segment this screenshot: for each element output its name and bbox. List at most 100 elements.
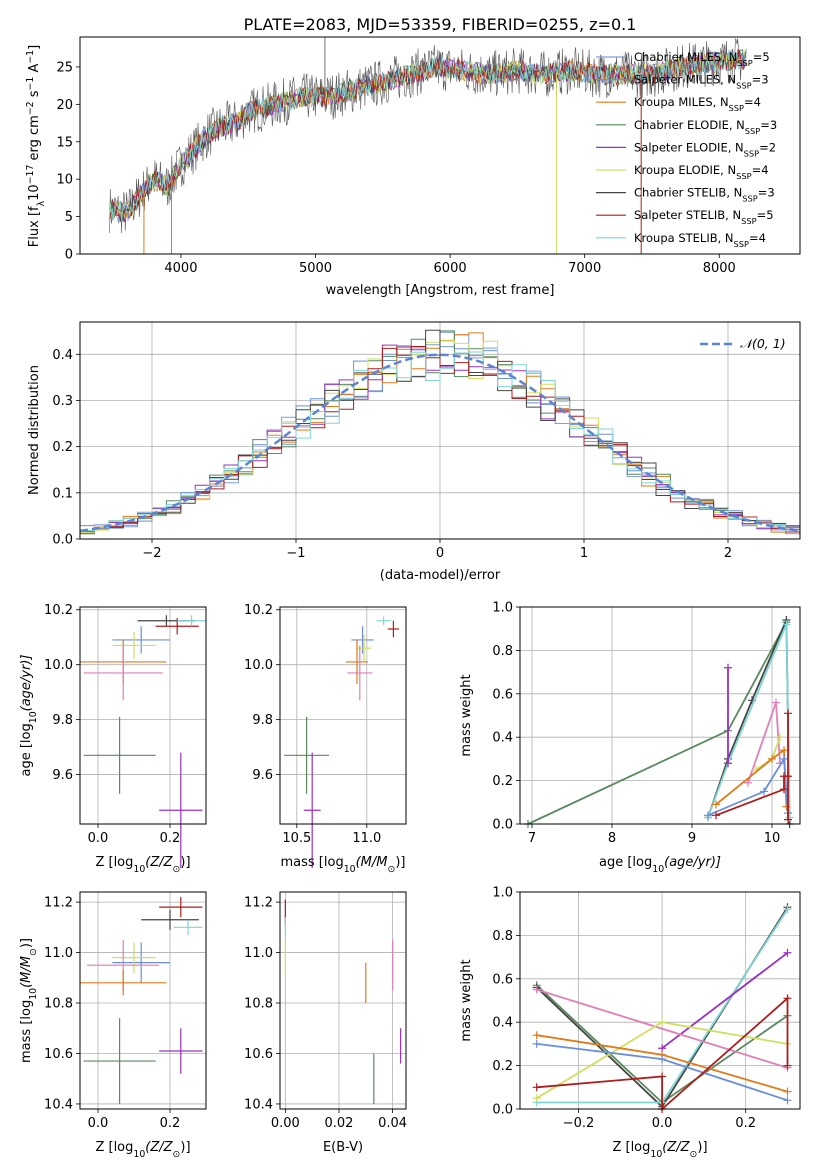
x-tick-label: 7 [528,831,536,846]
y-axis-label-part: s [27,90,42,101]
y-tick-label: 10.0 [244,658,273,673]
y-axis-label-part: mass [log [19,1000,34,1063]
y-tick-label: 0.4 [52,348,73,363]
x-tick-label: 8 [608,831,616,846]
y-tick-label: 0.6 [492,972,513,987]
weight-marker [776,733,784,742]
axes-frame [279,891,407,1110]
x-axis-label: age [log10(age/yr)] [599,855,721,875]
gaussian-curve [79,353,801,533]
x-tick-label: −2 [142,546,161,561]
x-axis-label-part: (age/yr)] [664,855,721,870]
weight-marker [783,1087,792,1096]
weight-marker [532,1094,541,1103]
legend-label-part: SSP [736,171,751,181]
weight-marker [760,787,768,796]
weight-marker [783,994,792,1003]
legend-label-part: SSP [737,58,752,68]
y-axis-label-part: Normed distribution [27,365,42,495]
x-axis-label-part: Z [log [95,855,133,870]
legend-label: Kroupa MILES, NSSP=4 [634,95,761,113]
legend-label-part: =3 [758,186,775,200]
x-axis-label-part: )] [180,1140,190,1155]
y-tick-label: 15 [56,135,73,150]
weight-marker [780,746,788,755]
x-axis-label-part: ⊙ [690,1149,698,1160]
legend-label-part: =4 [749,231,766,245]
y-tick-label: 1.0 [492,601,513,616]
weight-marker [782,802,791,811]
axes-frame [279,606,407,825]
y-axis-label: mass weight [459,959,474,1041]
x-axis-label-part: 10 [652,864,664,875]
x-axis-label-part: 10 [650,1149,662,1160]
x-axis-label-part: age [log [599,855,652,870]
y-tick-label: 0 [65,248,73,263]
x-tick-label: 6000 [434,261,467,276]
age-vs-mass-panel: 10.5 11.0 9.6 9.8 10.0 10.2 mass [log10(M/M⊙)] [244,603,407,875]
legend-label-part: =3 [752,73,769,87]
x-axis-label-part: (Z/Z [145,855,173,870]
x-tick-label: 1 [580,546,588,561]
x-tick-label: 0.0 [88,1116,109,1131]
figure-title: PLATE=2083, MJD=53359, FIBERID=0255, z=0… [244,15,637,34]
y-axis-label-part: 10 [28,988,39,1000]
legend-label-part: SSP [734,239,749,249]
legend-label: Chabrier STELIB, NSSP=3 [634,186,775,204]
x-tick-label: 4000 [164,261,197,276]
x-axis-label-part: ⊙ [173,864,181,875]
weight-marker [772,698,780,707]
legend-label-part: =5 [757,208,774,222]
axes-frame [79,606,207,825]
weight-marker [532,1039,541,1048]
observed-spectrum [109,38,747,234]
weight-marker [744,778,752,787]
legend-label: Salpeter STELIB, NSSP=5 [634,208,774,226]
legend-label-part: SSP [729,103,744,113]
x-axis-label-part: wavelength [Angstrom, rest frame] [326,283,555,298]
weight-marker [658,1055,667,1064]
y-tick-label: 9.6 [252,768,273,783]
y-axis-label-part: −1 [25,50,36,64]
weight-marker [532,1083,541,1092]
weight-series-4 [747,702,781,784]
x-tick-label: 10 [764,831,781,846]
y-tick-label: 25 [56,60,73,75]
x-tick-label: 10.5 [282,831,311,846]
y-tick-label: 0.4 [492,731,513,746]
x-axis-label-part: 10 [133,1149,145,1160]
y-axis-label-part: age [log [19,723,34,776]
y-tick-label: 0.0 [492,818,513,833]
y-axis-label-part: 10 [28,711,39,723]
age-vs-metallicity-panel: 0.0 0.29.69.810.010.2Z [log10(Z/Z⊙)]age [… [19,603,207,875]
x-axis-label: Z [log10(Z/Z⊙)] [612,1140,707,1160]
x-axis-label-part: mass [log [281,855,344,870]
weight-marker [658,1072,667,1081]
mass-vs-metallicity-panel: 0.0 0.210.410.610.811.011.2Z [log10(Z/Z⊙)… [19,891,207,1160]
weight-marker [532,985,541,994]
y-axis-label: mass [log10(M/M⊙)] [19,938,39,1063]
y-axis-label: mass weight [459,674,474,756]
y-tick-label: 0.3 [52,394,73,409]
y-tick-label: 10.4 [44,1097,73,1112]
y-tick-label: 0.0 [52,533,73,548]
weight-marker [780,785,788,794]
y-axis-label-part: )] [19,938,34,948]
x-axis-label-part: (M/M [356,855,388,870]
y-axis-label-part: A [27,64,42,77]
x-axis-label-part: (Z/Z [662,1140,690,1155]
x-axis-label-part: 10 [133,864,145,875]
legend-label-part: Chabrier STELIB, N [634,186,742,200]
weight-marker [784,709,792,718]
x-axis-label: Z [log10(Z/Z⊙)] [95,855,190,875]
weight-marker [704,811,712,820]
legend-label-part: SSP [744,148,759,158]
weight-series-3 [661,952,789,1049]
y-tick-label: 11.0 [44,946,73,961]
y-axis-label-part: mass weight [459,674,474,756]
y-axis-label: age [log10(age/yr)] [19,655,39,777]
y-tick-label: 0.4 [492,1016,513,1031]
y-axis-label-part: −17 [25,165,36,185]
x-tick-label: 0.2 [160,1116,181,1131]
